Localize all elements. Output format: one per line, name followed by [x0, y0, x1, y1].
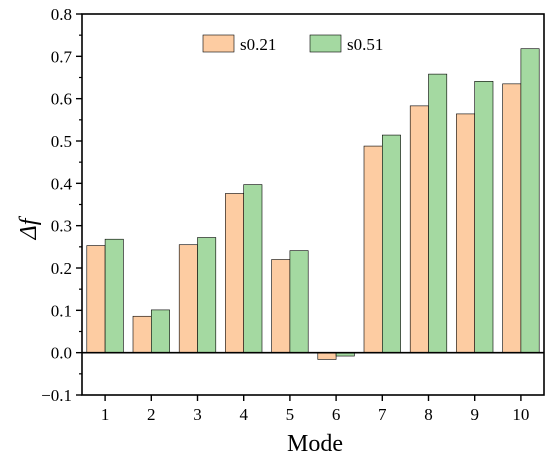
y-tick-label-7: 0.6	[51, 90, 72, 109]
bar-s0-51-mode-7	[381, 134, 401, 353]
bar-s0-51-mode-8	[428, 73, 448, 353]
bar-s0-21-mode-9	[456, 113, 475, 353]
y-tick-label-6: 0.5	[51, 132, 72, 151]
bar-s0-21-mode-5	[271, 259, 291, 353]
x-tick-label-9: 9	[470, 405, 479, 424]
x-tick-label-10: 10	[512, 405, 529, 424]
legend-swatch-s0-21	[202, 34, 235, 53]
bar-s0-21-mode-7	[363, 145, 383, 353]
x-tick-label-3: 3	[193, 405, 202, 424]
bar-s0-51-mode-10	[520, 48, 540, 353]
y-tick-label-0: −0.1	[41, 386, 72, 405]
y-tick-label-3: 0.2	[51, 259, 72, 278]
bar-s0-51-mode-3	[197, 237, 217, 353]
bar-s0-21-mode-8	[409, 105, 429, 353]
y-tick-label-9: 0.8	[51, 5, 72, 24]
x-tick-label-4: 4	[239, 405, 248, 424]
bar-s0-21-mode-3	[178, 244, 198, 353]
bars-group	[86, 48, 540, 360]
bar-s0-21-mode-1	[86, 245, 106, 353]
bar-s0-51-mode-9	[474, 81, 494, 353]
x-tick-label-1: 1	[101, 405, 110, 424]
legend: s0.21 s0.51	[202, 34, 383, 54]
bar-s0-51-mode-1	[104, 238, 124, 353]
y-tick-label-2: 0.1	[51, 301, 72, 320]
legend-label-s0-21: s0.21	[240, 35, 276, 54]
x-tick-label-2: 2	[147, 405, 156, 424]
bar-s0-21-mode-4	[225, 193, 244, 353]
bar-s0-51-mode-5	[289, 250, 309, 353]
y-axis-title: Δf	[16, 215, 42, 240]
x-axis-title: Mode	[287, 431, 343, 457]
bar-s0-21-mode-6	[317, 352, 337, 360]
legend-swatch-s0-51	[309, 34, 342, 53]
x-tick-label-6: 6	[332, 405, 341, 424]
bar-s0-21-mode-10	[502, 83, 522, 353]
y-tick-label-8: 0.7	[51, 47, 73, 66]
bar-s0-51-mode-4	[243, 184, 263, 353]
legend-label-s0-51: s0.51	[347, 35, 383, 54]
x-tick-label-7: 7	[378, 405, 387, 424]
y-tick-label-1: 0.0	[51, 344, 72, 363]
x-tick-label-8: 8	[424, 405, 433, 424]
bar-s0-21-mode-2	[132, 315, 152, 353]
y-tick-label-4: 0.3	[51, 217, 72, 236]
y-tick-label-5: 0.4	[51, 174, 73, 193]
x-tick-label-5: 5	[286, 405, 295, 424]
bar-s0-51-mode-2	[151, 309, 170, 353]
ticks-group: 1 2 3 4 5 6 7 8 9 10 −0.1 0.0 0.1 0.2 0.3 0.4 0.5 0.6 0.7 0…	[41, 5, 529, 424]
